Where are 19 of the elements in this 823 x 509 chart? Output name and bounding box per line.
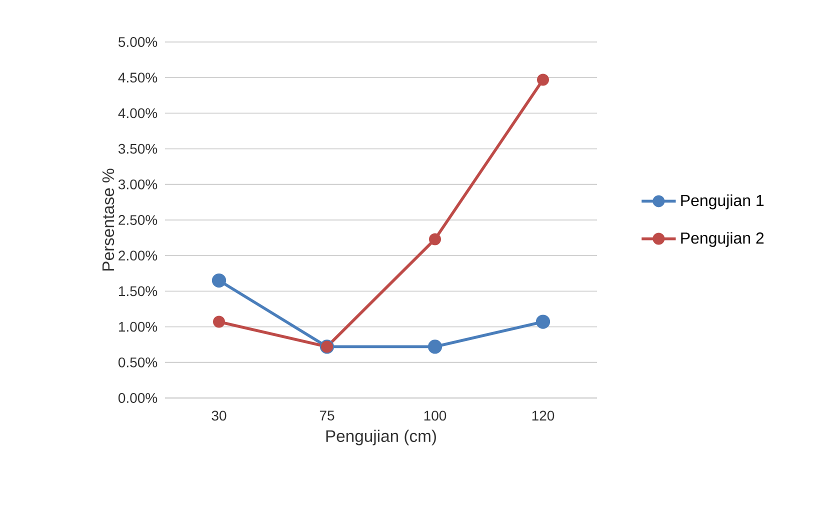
x-tick-label: 75 [320,410,334,420]
x-tick-label: 30 [212,410,226,421]
y-tick-label: 4.50% [118,72,158,83]
legend-label: Pengujian 2 [681,232,764,247]
legend-label: Pengujian 1 [681,194,764,210]
y-tick-label: 1.50% [119,286,158,296]
y-tick-label: 3.50% [118,144,158,154]
y-tick-label: 3.00% [118,179,158,190]
y-tick-label: 4.00% [118,108,158,118]
y-tick-label: 1.00% [119,322,158,332]
x-tick-label: 100 [424,410,446,421]
x-tick-label: 120 [532,410,554,421]
x-axis-title: Pengujian (cm) [326,430,436,446]
y-tick-label: 0.00% [118,393,158,403]
y-tick-label: 5.00% [118,37,158,47]
y-tick-label: 2.50% [118,215,158,225]
y-axis-title: Persentase % [102,168,114,271]
y-tick-label: 0.50% [118,357,158,368]
y-tick-label: 2.00% [118,250,158,261]
